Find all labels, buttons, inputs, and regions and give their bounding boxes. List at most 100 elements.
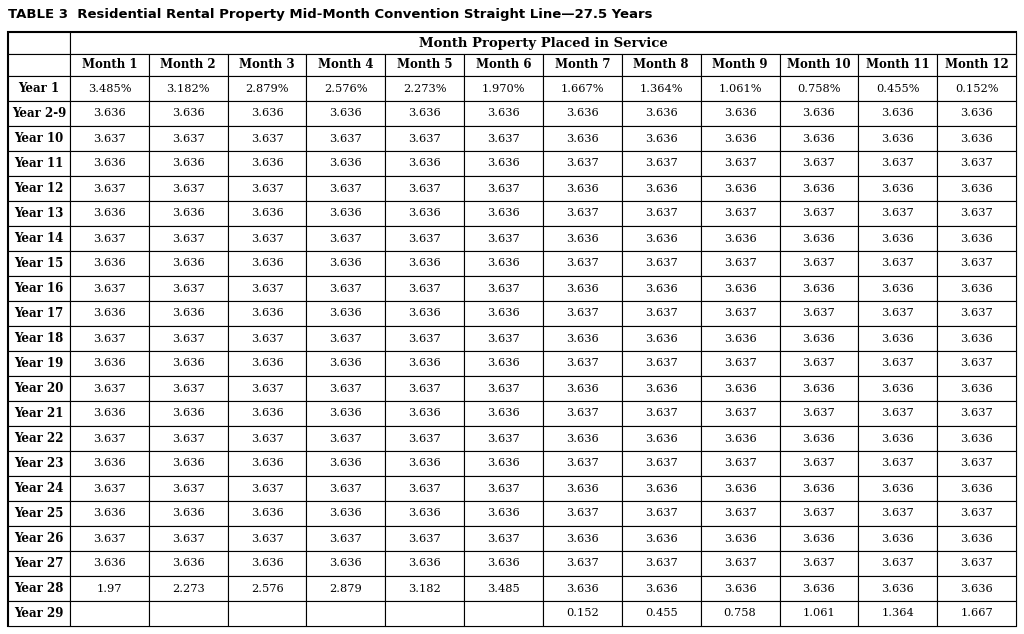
Bar — [937, 526, 1016, 551]
Bar — [543, 226, 622, 251]
Bar — [937, 101, 1016, 126]
Bar — [306, 126, 385, 151]
Bar — [148, 176, 227, 201]
Bar — [385, 251, 464, 276]
Bar — [227, 251, 306, 276]
Bar — [779, 176, 858, 201]
Text: 3.637: 3.637 — [172, 233, 205, 243]
Bar — [858, 276, 937, 301]
Text: 3.637: 3.637 — [251, 283, 284, 294]
Bar — [543, 76, 622, 101]
Text: 3.637: 3.637 — [724, 259, 757, 269]
Text: 3.637: 3.637 — [566, 458, 599, 469]
Text: 3.637: 3.637 — [882, 309, 914, 318]
Text: 3.637: 3.637 — [645, 559, 678, 569]
Text: 3.637: 3.637 — [803, 158, 836, 169]
Bar — [70, 32, 1016, 54]
Bar — [543, 501, 622, 526]
Text: 3.637: 3.637 — [330, 134, 362, 143]
Bar — [148, 126, 227, 151]
Text: 3.636: 3.636 — [961, 233, 993, 243]
Bar — [543, 301, 622, 326]
Text: 3.636: 3.636 — [803, 384, 836, 394]
Text: 3.636: 3.636 — [882, 583, 914, 593]
Bar — [8, 201, 70, 226]
Bar — [70, 401, 148, 426]
Bar — [464, 151, 543, 176]
Text: Month 4: Month 4 — [318, 58, 374, 72]
Bar — [858, 426, 937, 451]
Text: 3.637: 3.637 — [803, 259, 836, 269]
Text: Year 25: Year 25 — [14, 507, 63, 520]
Text: 3.637: 3.637 — [93, 484, 126, 493]
Bar — [70, 201, 148, 226]
Text: 3.636: 3.636 — [566, 434, 599, 444]
Text: 3.637: 3.637 — [172, 484, 205, 493]
Text: 3.637: 3.637 — [882, 259, 914, 269]
Text: 3.637: 3.637 — [645, 458, 678, 469]
Text: 3.637: 3.637 — [961, 358, 993, 368]
Bar — [148, 251, 227, 276]
Text: Month 1: Month 1 — [82, 58, 137, 72]
Bar — [937, 576, 1016, 601]
Text: 3.636: 3.636 — [330, 559, 362, 569]
Text: 3.636: 3.636 — [487, 209, 520, 219]
Bar — [543, 201, 622, 226]
Bar — [8, 126, 70, 151]
Text: 3.636: 3.636 — [409, 158, 441, 169]
Text: 3.636: 3.636 — [172, 209, 205, 219]
Text: 3.637: 3.637 — [882, 508, 914, 519]
Bar — [148, 451, 227, 476]
Text: 2.576%: 2.576% — [325, 84, 368, 93]
Bar — [464, 476, 543, 501]
Bar — [464, 54, 543, 76]
Bar — [543, 551, 622, 576]
Text: 3.636: 3.636 — [330, 259, 362, 269]
Bar — [700, 476, 779, 501]
Bar — [148, 76, 227, 101]
Bar — [70, 176, 148, 201]
Bar — [385, 376, 464, 401]
Bar — [464, 201, 543, 226]
Text: 3.637: 3.637 — [961, 209, 993, 219]
Text: 3.637: 3.637 — [330, 484, 362, 493]
Bar — [8, 151, 70, 176]
Text: 3.637: 3.637 — [93, 134, 126, 143]
Bar — [70, 551, 148, 576]
Bar — [779, 476, 858, 501]
Text: 3.636: 3.636 — [251, 158, 284, 169]
Bar — [858, 151, 937, 176]
Bar — [8, 32, 70, 54]
Text: 3.636: 3.636 — [251, 108, 284, 119]
Text: 3.636: 3.636 — [566, 183, 599, 193]
Bar — [937, 54, 1016, 76]
Text: 3.636: 3.636 — [330, 209, 362, 219]
Bar — [858, 176, 937, 201]
Text: 3.637: 3.637 — [487, 434, 520, 444]
Bar — [8, 451, 70, 476]
Text: 3.636: 3.636 — [566, 283, 599, 294]
Text: 3.637: 3.637 — [251, 233, 284, 243]
Bar — [937, 276, 1016, 301]
Text: 3.636: 3.636 — [93, 458, 126, 469]
Bar — [306, 451, 385, 476]
Text: Month 6: Month 6 — [476, 58, 531, 72]
Bar — [306, 351, 385, 376]
Bar — [700, 601, 779, 626]
Text: 3.636: 3.636 — [961, 434, 993, 444]
Bar — [70, 326, 148, 351]
Bar — [464, 76, 543, 101]
Bar — [622, 101, 700, 126]
Bar — [622, 201, 700, 226]
Bar — [148, 151, 227, 176]
Text: 3.637: 3.637 — [93, 533, 126, 543]
Bar — [385, 151, 464, 176]
Text: 3.637: 3.637 — [961, 259, 993, 269]
Bar — [227, 426, 306, 451]
Text: 1.667: 1.667 — [961, 609, 993, 619]
Text: 3.637: 3.637 — [251, 183, 284, 193]
Bar — [306, 201, 385, 226]
Text: 3.637: 3.637 — [172, 283, 205, 294]
Bar — [779, 201, 858, 226]
Bar — [543, 251, 622, 276]
